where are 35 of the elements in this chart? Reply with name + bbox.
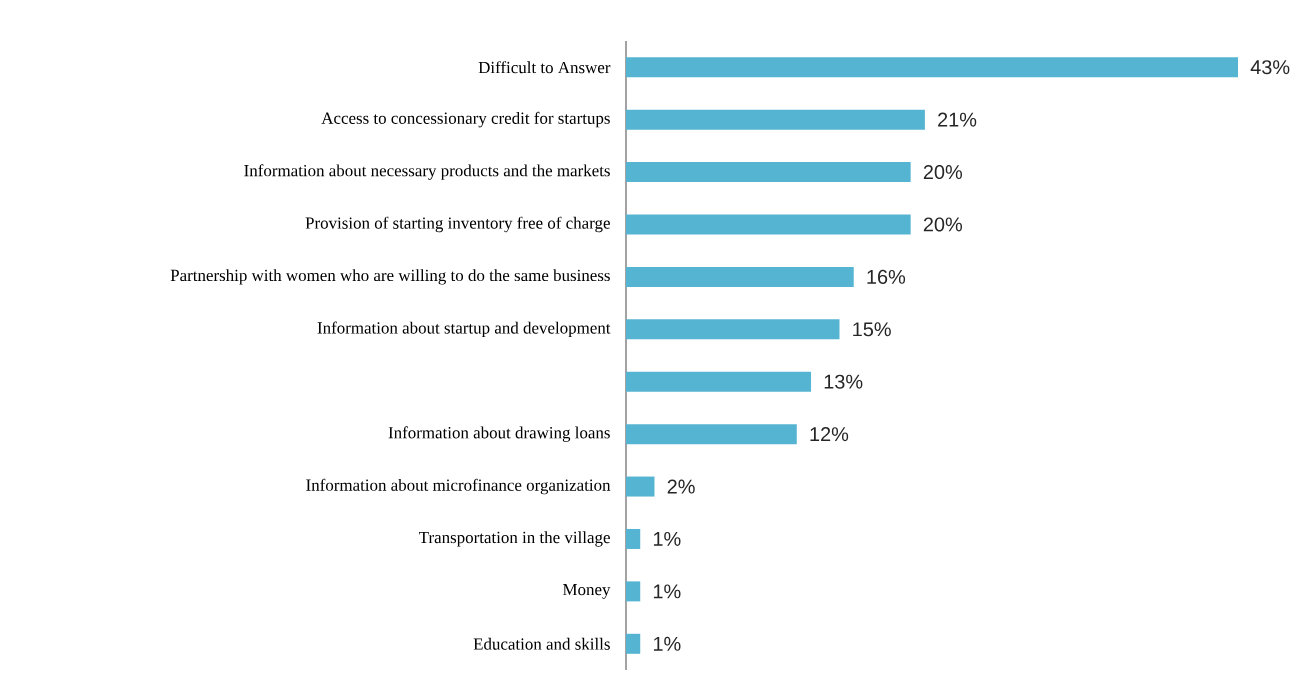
data-label: 2% [667,479,695,494]
bar [626,476,655,497]
bar [626,109,925,130]
data-label: 20% [923,217,963,232]
data-label: 21% [938,112,977,127]
bar [626,319,840,340]
y-tick-label: Difficult to Answer [478,61,611,74]
y-tick-label: Education and skills [473,637,610,650]
y-tick-label: Transportation in the village [419,531,610,547]
bar [626,266,854,287]
data-label: 20% [923,165,963,180]
bar [626,214,911,235]
y-tick-label: Information about startup and development [317,321,611,338]
y-tick-label: Access to concessionary credit for startups [321,111,610,128]
bar [626,528,641,549]
y-tick-label: Partnership with women who are willing to do the same business [170,269,610,285]
bar [626,57,1239,78]
data-label: 16% [867,269,906,284]
data-label: 13% [824,374,863,389]
y-tick-label: Information about microfinance organization [306,478,611,495]
data-label: 15% [853,322,891,337]
bar [626,162,911,183]
bar [626,633,641,654]
bar [626,581,641,602]
data-label: 43% [1250,60,1290,75]
y-tick-label: Information about necessary products and the markets [244,164,610,180]
data-label: 1% [653,636,681,651]
y-tick-label: Information about drawing loans [388,426,610,442]
y-tick-label: Money [562,584,611,599]
data-label: 12% [810,427,849,442]
bar [626,371,812,392]
y-tick-label: Provision of starting inventory free of charge [305,216,610,233]
data-label: 1% [653,531,681,546]
data-label: 1% [653,584,681,599]
bar [626,424,797,445]
